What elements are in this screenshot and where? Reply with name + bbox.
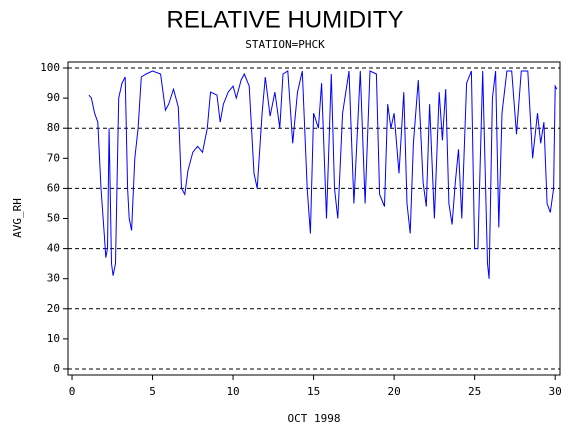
x-tick-label: 20 — [387, 385, 400, 398]
y-tick-label: 10 — [47, 332, 60, 345]
y-tick-label: 90 — [47, 91, 60, 104]
y-tick-label: 20 — [47, 302, 60, 315]
data-line — [88, 70, 558, 279]
x-tick-label: 15 — [307, 385, 320, 398]
y-tick-label: 70 — [47, 151, 60, 164]
y-tick-label: 80 — [47, 121, 60, 134]
x-tick-label: 5 — [149, 385, 156, 398]
y-tick-label: 60 — [47, 181, 60, 194]
x-axis-label: OCT 1998 — [288, 412, 341, 425]
chart-title: RELATIVE HUMIDITY — [167, 6, 404, 33]
chart-subtitle: STATION=PHCK — [245, 38, 325, 51]
x-tick-label: 30 — [549, 385, 562, 398]
y-tick-label: 30 — [47, 272, 60, 285]
x-tick-label: 0 — [69, 385, 76, 398]
x-tick-label: 25 — [468, 385, 481, 398]
y-tick-label: 100 — [40, 61, 60, 74]
y-axis-label: AVG_RH — [11, 198, 24, 238]
y-tick-label: 50 — [47, 212, 60, 225]
y-tick-label: 0 — [53, 362, 60, 375]
x-tick-label: 10 — [226, 385, 239, 398]
y-tick-label: 40 — [47, 242, 60, 255]
